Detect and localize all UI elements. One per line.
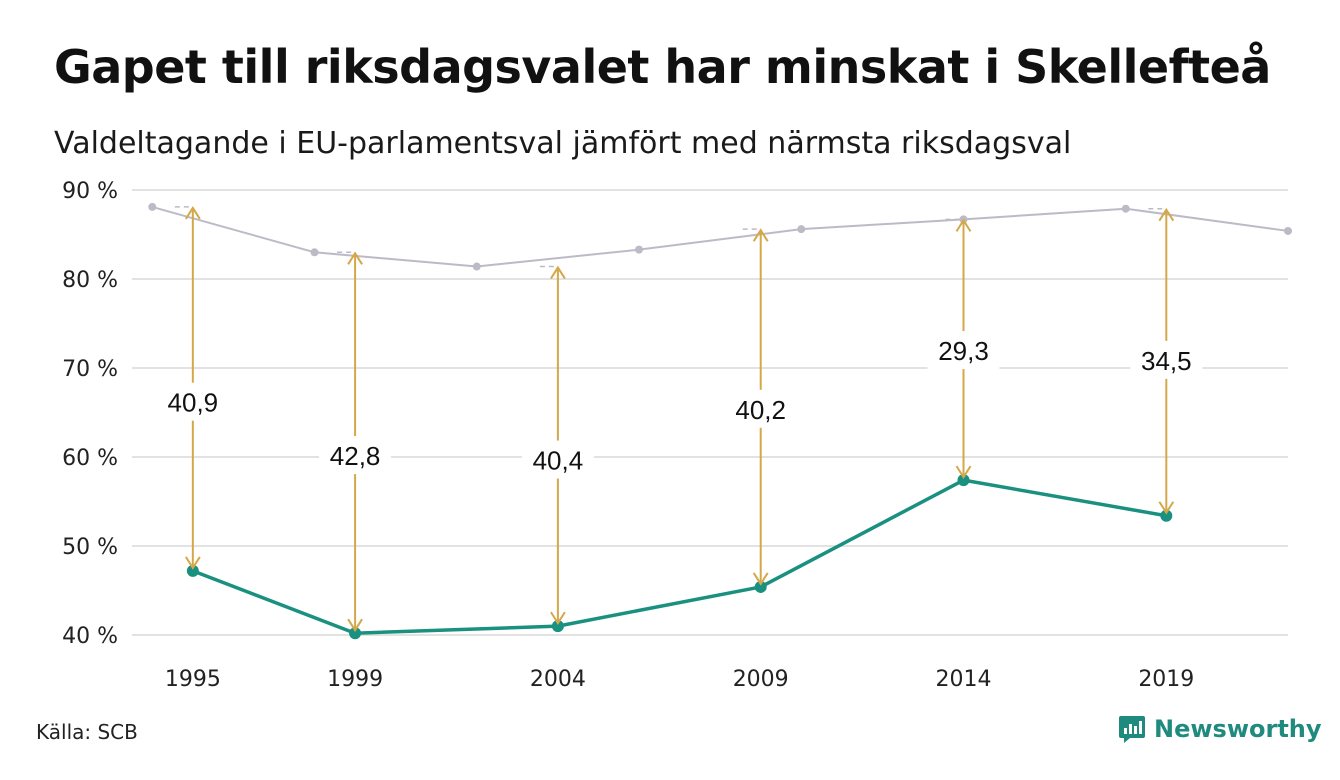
eu-point [754,580,767,593]
newsworthy-logo-icon [1119,716,1145,743]
eu-point [957,474,970,487]
y-tick-label: 80 % [62,268,118,293]
gap-label: 40,4 [533,446,584,476]
y-tick-label: 50 % [62,535,118,560]
eu-line [192,478,1167,635]
gap-arrow-head-up [1158,207,1175,222]
gap-label-bg [1130,340,1203,379]
eu-point [551,620,564,633]
x-tick-label: 1999 [327,667,383,692]
brand-logo[interactable]: Newsworthy [1118,714,1322,744]
gap-label-bg [927,331,1000,370]
gridlines [132,189,1288,636]
gap-label: 34,5 [1141,346,1192,376]
gap-arrow-head-down [550,611,566,625]
gap-label-bg [724,389,797,428]
gap-label-bg [319,436,392,475]
brand-name: Newsworthy [1154,715,1322,743]
riksdag-point [1284,226,1292,235]
eu-point [1160,509,1173,522]
gap-label: 40,9 [168,388,219,418]
gap-arrow-head-up [955,218,972,232]
riksdag-point [1121,204,1130,213]
riksdag-line [152,205,1289,268]
gap-arrow-head-up [550,265,566,280]
gap-label: 42,8 [330,441,381,471]
gap-arrow-head-down [1158,501,1175,515]
source-note: Källa: SCB [36,720,138,744]
eu-series [186,474,1173,640]
gap-label: 29,3 [938,336,989,366]
y-tick-label: 60 % [62,446,118,471]
chart-subtitle: Valdeltagande i EU-parlamentsval jämfört… [54,126,1072,161]
x-tick-label: 2019 [1138,667,1194,692]
x-axis: 1995 1999 2004 2009 2014 2019 [165,667,1194,692]
gap-arrow-head-up [347,251,363,265]
x-tick-label: 2004 [530,667,586,692]
y-tick-label: 40 % [62,624,118,649]
gap-arrow-head-up [752,228,769,242]
riksdag-point [635,245,644,254]
riksdag-point [797,225,806,234]
riksdag-point [148,202,157,211]
gap-label: 40,2 [735,395,786,425]
riksdag-series [148,202,1292,271]
gap-arrow-head-down [184,556,201,570]
gap-arrow-head-up [184,206,201,220]
x-tick-label: 1995 [165,667,221,692]
gap-arrow-head-down [752,572,769,586]
gap-arrows: 40,9 42,8 40,4 40,2 29,3 34,5 [156,206,1203,633]
y-tick-label: 70 % [62,357,118,382]
riksdag-point [310,248,319,257]
y-axis: 40 % 50 % 60 % 70 % 80 % 90 % [62,179,118,649]
eu-point [349,627,362,640]
x-tick-label: 2014 [936,667,992,692]
y-tick-label: 90 % [62,179,118,204]
riksdag-point [472,262,481,271]
gap-label-bg [521,440,594,479]
x-tick-label: 2009 [733,667,789,692]
eu-point [186,564,199,577]
gap-label-bg [156,382,229,421]
chart-title: Gapet till riksdagsvalet har minskat i S… [54,40,1271,94]
gap-arrow-head-down [955,465,972,480]
gap-arrow-head-down [347,618,363,633]
